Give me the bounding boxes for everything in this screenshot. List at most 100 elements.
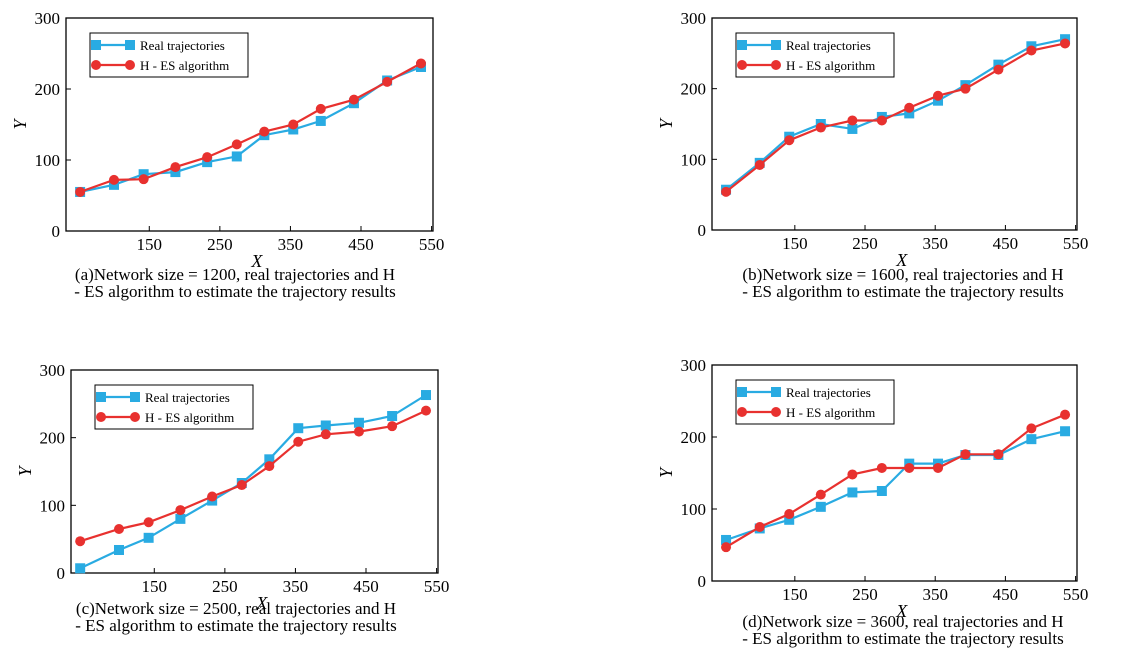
point-a-hes-6 (259, 126, 270, 137)
y-tick-label-a-1: 100 (35, 151, 61, 170)
x-tick-label-a-1: 250 (207, 235, 233, 254)
point-c-hes-9 (353, 426, 364, 437)
x-tick-label-c-4: 550 (424, 577, 450, 596)
line-chart-a: 0 100 200 300 150 250 350 450 550 X Y Real trajecto… (10, 9, 444, 271)
point-b-hes-3 (815, 122, 826, 133)
legend-label-d-0: Real trajectories (786, 385, 871, 400)
point-c-hes-7 (293, 436, 304, 447)
point-b-hes-6 (904, 102, 915, 113)
point-b-hes-2 (784, 135, 795, 146)
point-a-hes-0 (75, 186, 86, 197)
point-d-hes-2 (784, 509, 795, 520)
point-b-hes-10 (1026, 45, 1037, 56)
x-tick-label-c-3: 450 (353, 577, 379, 596)
legend-marker-a-0b (125, 40, 135, 50)
point-b-hes-9 (993, 64, 1004, 75)
y-tick-label-c-3: 300 (40, 361, 66, 380)
point-c-real-0 (75, 563, 86, 574)
legend-marker-c-0a (96, 392, 106, 402)
point-c-hes-10 (387, 421, 398, 432)
legend-box-d (735, 379, 895, 425)
y-tick-label-c-1: 100 (40, 496, 66, 515)
point-d-real-2 (784, 514, 795, 525)
caption-c-line-2: - ES algorithm to estimate the trajector… (75, 616, 397, 635)
point-c-hes-4 (207, 491, 218, 502)
point-a-hes-2 (138, 174, 149, 185)
legend-marker-a-1a (91, 60, 101, 70)
plot-frame-d (711, 364, 1078, 582)
y-tick-label-a-3: 300 (35, 9, 61, 28)
y-axis-label-c: Y (15, 465, 35, 477)
x-axis-label-a: X (250, 251, 263, 271)
legend-marker-d-0a (737, 387, 747, 397)
x-tick-label-a-2: 350 (278, 235, 304, 254)
legend-label-c-1: H - ES algorithm (145, 410, 234, 425)
point-d-real-4 (847, 487, 858, 498)
legend-marker-a-1b (125, 60, 135, 70)
point-c-hes-3 (175, 505, 186, 516)
series-line-c-hes (79, 409, 427, 543)
point-b-hes-1 (754, 159, 765, 170)
point-b-real-6 (904, 108, 915, 119)
legend-marker-c-0b (130, 392, 140, 402)
plot-frame-b (711, 17, 1078, 231)
legend-box-b (735, 32, 895, 78)
x-axis-label-b: X (895, 250, 908, 270)
series-line-a-real (79, 65, 422, 193)
point-d-hes-3 (815, 489, 826, 500)
chart-panel-a: 0 100 200 300 150 250 350 450 550 X Y Real trajecto… (0, 0, 560, 320)
point-b-hes-5 (876, 115, 887, 126)
legend-marker-a-0a (91, 40, 101, 50)
legend-marker-c-1b (130, 412, 140, 422)
point-b-hes-4 (847, 115, 858, 126)
y-tick-label-d-1: 100 (681, 500, 707, 519)
x-tick-label-b-0: 150 (782, 234, 808, 253)
point-d-hes-11 (1060, 409, 1071, 420)
point-b-hes-11 (1060, 38, 1071, 49)
point-a-real-8 (315, 115, 326, 126)
point-a-hes-9 (348, 94, 359, 105)
point-c-hes-6 (264, 461, 275, 472)
point-c-hes-2 (143, 517, 154, 528)
line-chart-c: 0 100 200 300 150 250 350 450 550 X Y Real trajecto… (15, 361, 450, 613)
x-tick-label-d-0: 150 (782, 585, 808, 604)
x-tick-label-b-4: 550 (1063, 234, 1089, 253)
point-d-real-3 (815, 501, 826, 512)
legend-marker-d-0b (771, 387, 781, 397)
point-a-hes-3 (170, 162, 181, 173)
point-d-hes-10 (1026, 423, 1037, 434)
series-line-a-hes (79, 62, 422, 193)
point-c-hes-1 (113, 524, 124, 535)
x-axis-label-d: X (895, 601, 908, 621)
point-d-real-11 (1060, 426, 1071, 437)
caption-c-line-1: (c)Network size = 2500, real trajectorie… (75, 599, 397, 618)
y-tick-label-c-0: 0 (57, 564, 66, 583)
point-a-hes-7 (288, 119, 299, 130)
legend-label-b-1: H - ES algorithm (786, 58, 875, 73)
legend-marker-b-1a (737, 60, 747, 70)
point-b-real-4 (847, 123, 858, 134)
point-c-hes-5 (236, 480, 247, 491)
point-c-real-2 (143, 532, 154, 543)
legend-label-a-1: H - ES algorithm (140, 58, 229, 73)
chart-panel-b: 0 100 200 300 150 250 350 450 550 X Y Real trajecto… (560, 0, 1123, 320)
point-c-real-3 (175, 513, 186, 524)
point-d-hes-1 (754, 522, 765, 532)
legend-marker-b-0b (771, 40, 781, 50)
legend-label-a-0: Real trajectories (140, 38, 225, 53)
point-c-hes-0 (75, 536, 86, 547)
caption-c: (c)Network size = 2500, real trajectorie… (6, 600, 466, 634)
point-d-hes-0 (721, 542, 732, 553)
point-a-real-5 (231, 151, 242, 162)
x-axis-label-c: X (255, 593, 268, 613)
point-c-real-6 (264, 454, 275, 465)
x-tick-label-b-1: 250 (852, 234, 878, 253)
legend-label-d-1: H - ES algorithm (786, 405, 875, 420)
point-c-real-11 (421, 390, 432, 401)
legend-label-b-0: Real trajectories (786, 38, 871, 53)
point-d-hes-4 (847, 469, 858, 480)
legend-marker-d-1a (737, 407, 747, 417)
legend-box-a (89, 32, 249, 78)
caption-b-line-2: - ES algorithm to estimate the trajector… (742, 282, 1064, 301)
point-c-hes-11 (421, 405, 432, 416)
